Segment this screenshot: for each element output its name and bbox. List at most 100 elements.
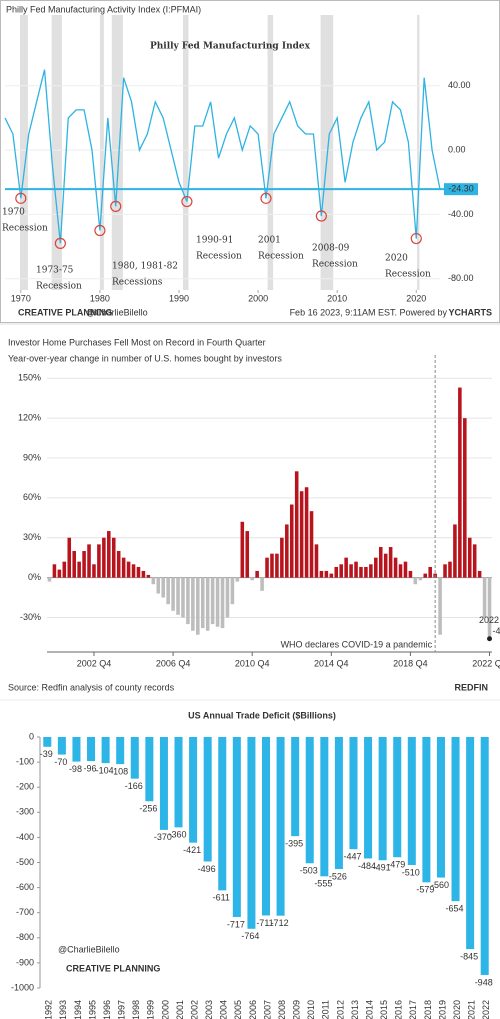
y-tick-label: 60%	[23, 492, 41, 502]
bar	[161, 577, 165, 598]
bar	[378, 547, 383, 578]
bar	[130, 737, 139, 779]
bar	[480, 737, 489, 975]
x-tick-label: 1998	[131, 1000, 141, 1019]
bar	[97, 544, 101, 578]
data-label: -711	[256, 918, 273, 928]
source: Source: Redfin analysis of county record…	[8, 682, 175, 692]
data-label: -484	[358, 861, 376, 871]
bar	[305, 737, 314, 864]
data-label: -712	[271, 918, 289, 928]
annotation: 1980, 1981-82	[112, 262, 178, 272]
data-label: -98	[69, 764, 82, 774]
watermark-brand: CREATIVE PLANNING	[66, 963, 160, 973]
recession-band	[51, 15, 62, 290]
bar	[314, 544, 319, 578]
bar	[398, 564, 403, 578]
bar	[181, 577, 185, 618]
bar	[186, 577, 190, 625]
bar	[349, 737, 358, 850]
bar	[121, 557, 126, 578]
bar	[407, 737, 416, 866]
bar	[324, 570, 329, 578]
y-tick-label: 0	[29, 731, 34, 741]
bar	[334, 566, 339, 578]
bar	[235, 577, 240, 582]
y-tick-label: -400	[16, 832, 34, 842]
bar	[245, 531, 250, 578]
bar	[191, 577, 195, 631]
x-tick-label: 1970	[11, 293, 31, 303]
y-tick-label: 30%	[23, 532, 41, 542]
x-tick-label: 1994	[73, 1000, 83, 1019]
bar	[136, 566, 141, 578]
bar	[339, 564, 343, 578]
recession-band	[182, 15, 189, 290]
data-label: -526	[329, 871, 347, 881]
bar	[189, 737, 198, 843]
x-tick-label: 2007	[262, 1000, 272, 1019]
y-tick-label: 0%	[28, 572, 41, 582]
bar	[393, 557, 398, 578]
bar	[334, 737, 343, 870]
bar	[378, 737, 387, 861]
bar	[156, 577, 161, 594]
data-label: -764	[241, 931, 259, 941]
bar	[344, 557, 348, 578]
bar	[77, 561, 81, 578]
bar	[166, 577, 170, 605]
data-label: -503	[300, 866, 318, 876]
y-tick-label: -40.00	[448, 209, 474, 219]
annotation-circle	[315, 210, 327, 222]
y-tick-label: 40.00	[448, 80, 471, 90]
x-tick-label: 2018	[423, 1000, 433, 1019]
x-tick-label: 2003	[204, 1000, 214, 1019]
footer-brand: CREATIVE PLANNING	[18, 307, 112, 317]
bar	[458, 387, 462, 578]
annotation: 1973-75	[36, 266, 74, 276]
x-tick-label: 2001	[175, 1000, 185, 1019]
y-tick-label: -100	[16, 756, 34, 766]
bar	[294, 471, 299, 578]
bar	[261, 737, 271, 916]
data-label: -560	[431, 880, 449, 890]
data-label: -447	[343, 852, 361, 862]
x-tick-label: 2021	[467, 1000, 477, 1019]
x-tick-label: 2015	[379, 1000, 389, 1019]
bar	[393, 737, 402, 858]
current-value-box	[444, 183, 478, 196]
watermark-handle: @CharlieBilello	[58, 944, 120, 954]
y-tick-label: -300	[16, 807, 34, 817]
brand: REDFIN	[455, 682, 489, 692]
recession-band	[20, 15, 28, 290]
bar	[67, 537, 72, 578]
y-tick-label: -500	[16, 857, 34, 867]
bar	[354, 561, 358, 578]
data-label: -717	[227, 919, 245, 929]
bar	[62, 561, 67, 578]
bar	[196, 577, 200, 635]
bar	[72, 551, 76, 578]
bar	[101, 737, 110, 764]
x-tick-label: 2014	[364, 1000, 374, 1019]
x-tick-label: 2012	[335, 1000, 345, 1019]
title: Philly Fed Manufacturing Index	[150, 42, 311, 52]
y-tick-label: 0.00	[448, 144, 466, 154]
x-tick-label: 2004	[219, 1000, 229, 1019]
bar	[453, 524, 457, 578]
annotation-circle	[410, 232, 422, 245]
data-label: -370	[154, 832, 172, 842]
data-label: -654	[446, 904, 464, 914]
bar	[151, 577, 156, 585]
x-tick-label: 2014 Q4	[314, 658, 349, 668]
annotation-circle	[15, 192, 27, 204]
bar	[364, 566, 368, 578]
label-dot	[487, 636, 493, 642]
title: Investor Home Purchases Fell Most on Rec…	[8, 337, 266, 347]
bar	[265, 557, 269, 578]
annotation: Recession	[258, 252, 304, 262]
bar	[487, 577, 492, 639]
x-tick-label: 2020	[452, 1000, 462, 1019]
bar	[126, 561, 131, 578]
bar	[320, 737, 329, 877]
